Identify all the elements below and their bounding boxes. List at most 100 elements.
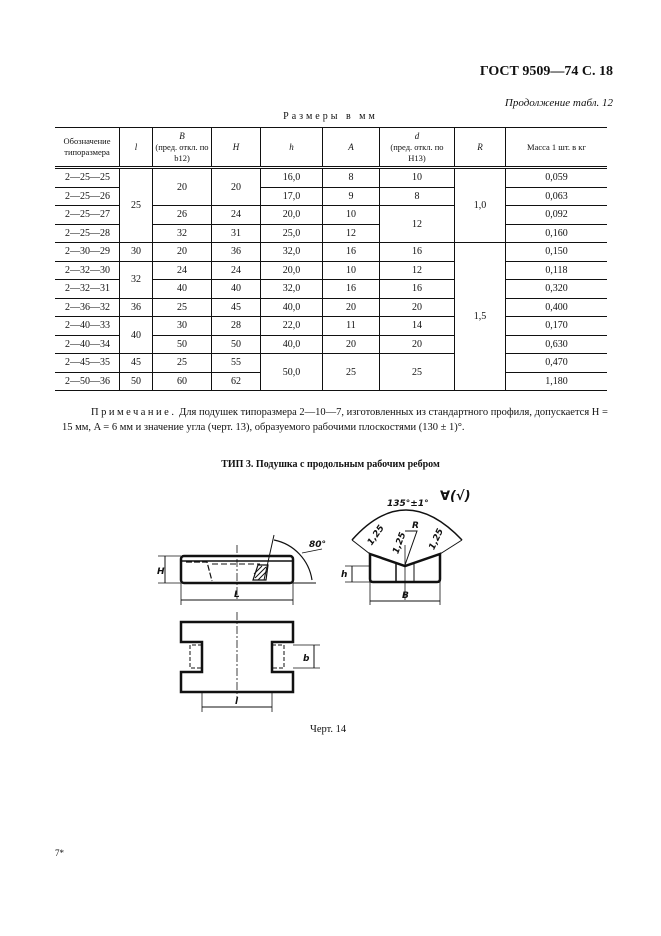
table-cell: 28 xyxy=(211,316,261,336)
table-cell: 1,5 xyxy=(454,242,506,391)
table-cell: 20 xyxy=(322,335,380,354)
table-cell: 0,170 xyxy=(505,316,607,336)
table-cell: 0,150 xyxy=(505,242,607,262)
table-cell: 2—36—32 xyxy=(55,298,120,317)
table-cell: 0,400 xyxy=(505,298,607,317)
table-row: 2—40—33 40 30 28 22,0 11 14 0,170 xyxy=(55,316,607,354)
table-cell: 2—25—25 xyxy=(55,167,120,188)
dim-h-label: h xyxy=(341,570,347,580)
table-cell: 12 xyxy=(379,205,455,243)
table-cell: 36 xyxy=(119,298,153,317)
table-cell: 10 xyxy=(322,261,380,280)
table-cell: 32,0 xyxy=(260,242,323,262)
table-cell: 40,0 xyxy=(260,335,323,354)
table-cell: 55 xyxy=(211,353,261,373)
table-cell: 2—32—31 xyxy=(55,279,120,299)
col-header-mass: Масса 1 шт. в кг xyxy=(505,127,607,169)
table-cell: 20,0 xyxy=(260,205,323,225)
table-cell: 0,470 xyxy=(505,353,607,373)
table-cell: 40 xyxy=(119,316,153,354)
table-row: 2—25—28 32 31 25,0 12 0,160 xyxy=(55,224,607,243)
table-cell: 16 xyxy=(379,242,455,262)
table-cell: 40,0 xyxy=(260,298,323,317)
table-cell: 20 xyxy=(379,298,455,317)
dim-B-label: B xyxy=(402,591,409,601)
table-cell: 25 xyxy=(152,298,212,317)
roughness-symbol: ∀(√) xyxy=(440,489,471,504)
table-row: 2—25—26 17,0 9 8 0,063 xyxy=(55,187,607,206)
note-text: Для подушек типоразмера 2—10—7, изготовл… xyxy=(62,407,608,433)
table-cell: 45 xyxy=(211,298,261,317)
table-cell: 2—25—28 xyxy=(55,224,120,243)
table-cell: 24 xyxy=(152,261,212,280)
table-cell: 1,0 xyxy=(454,167,506,243)
table-header-row: Обозначение типоразмера l B (пред. откл. … xyxy=(55,127,607,169)
table-cell: 25 xyxy=(119,167,153,243)
table-row: 2—45—35 45 25 55 50,0 25 25 0,470 xyxy=(55,353,607,391)
table-cell: 24 xyxy=(211,261,261,280)
page-mark: 7* xyxy=(55,848,64,858)
table-cell: 30 xyxy=(119,242,153,262)
section-title: ТИП 3. Подушка с продольным рабочим ребр… xyxy=(221,459,440,470)
table-cell: 2—25—26 xyxy=(55,187,120,206)
table-row: 2—30—29 30 20 36 32,0 16 16 1,5 0,150 xyxy=(55,242,607,391)
table-cell: 2—50—36 xyxy=(55,372,120,391)
table-cell: 20 xyxy=(379,335,455,354)
dim-l-label: l xyxy=(235,697,239,707)
table-cell: 0,059 xyxy=(505,167,607,188)
dim-b-label: b xyxy=(303,654,310,664)
table-cell: 17,0 xyxy=(260,187,323,206)
table-cell: 40 xyxy=(211,279,261,299)
side-view: 80° H L xyxy=(157,534,326,605)
note-label: Примечание. xyxy=(91,407,177,418)
dim-H-label: H xyxy=(157,567,165,577)
table-cell: 31 xyxy=(211,224,261,243)
table-cell: 20 xyxy=(211,167,261,206)
col-header-A: A xyxy=(322,127,380,169)
dim-L-label: L xyxy=(234,590,240,600)
table-cell: 60 xyxy=(152,372,212,391)
table-row: 2—40—34 50 50 40,0 20 20 0,630 xyxy=(55,335,607,354)
table-cell: 20,0 xyxy=(260,261,323,280)
table-row: 2—32—31 40 40 32,0 16 16 0,320 xyxy=(55,279,607,299)
table-cell: 25 xyxy=(379,353,455,391)
table-cell: 2—40—33 xyxy=(55,316,120,336)
table-cell: 16 xyxy=(322,279,380,299)
col-header-d: d (пред. откл. по H13) xyxy=(379,127,455,169)
table-cell: 32 xyxy=(152,224,212,243)
table-cell: 12 xyxy=(379,261,455,280)
table-row: 2—50—36 50 60 62 1,180 xyxy=(55,372,607,391)
table-cell: 0,160 xyxy=(505,224,607,243)
table-note: Примечание. Для подушек типоразмера 2—10… xyxy=(62,405,614,435)
table-cell: 0,320 xyxy=(505,279,607,299)
table-cell: 10 xyxy=(322,205,380,225)
chamfer-label-right: 1,25 xyxy=(428,527,446,551)
table-row: 2—25—25 25 20 20 16,0 8 10 1,0 0,059 xyxy=(55,167,607,243)
units-label: Размеры в мм xyxy=(283,111,378,122)
col-header-H: H xyxy=(211,127,261,169)
table-cell: 14 xyxy=(379,316,455,336)
table-cell: 0,063 xyxy=(505,187,607,206)
table-cell: 22,0 xyxy=(260,316,323,336)
table-cell: 0,092 xyxy=(505,205,607,225)
table-cell: 16 xyxy=(379,279,455,299)
col-header-designation: Обозначение типоразмера xyxy=(55,127,120,169)
table-cell: 20 xyxy=(152,242,212,262)
table-cell: 20 xyxy=(152,167,212,206)
table-cell: 8 xyxy=(379,187,455,206)
chamfer-label-mid: 1,25 xyxy=(391,531,408,555)
table-cell: 10 xyxy=(379,167,455,188)
table-cell: 11 xyxy=(322,316,380,336)
table-cell: 36 xyxy=(211,242,261,262)
end-view: 135°±1° ∀(√) R 1,25 1,25 1,25 h B xyxy=(341,489,471,605)
table-cell: 0,118 xyxy=(505,261,607,280)
table-row: 2—32—30 32 24 24 20,0 10 12 0,118 xyxy=(55,261,607,299)
table-cell: 50 xyxy=(211,335,261,354)
table-cell: 30 xyxy=(152,316,212,336)
col-header-R: R xyxy=(454,127,506,169)
table-cell: 50 xyxy=(152,335,212,354)
table-cell: 12 xyxy=(322,224,380,243)
dimensions-table: Обозначение типоразмера l B (пред. откл. … xyxy=(55,127,607,391)
table-cell: 24 xyxy=(211,205,261,225)
table-row: 2—25—27 26 24 20,0 10 12 0,092 xyxy=(55,205,607,243)
